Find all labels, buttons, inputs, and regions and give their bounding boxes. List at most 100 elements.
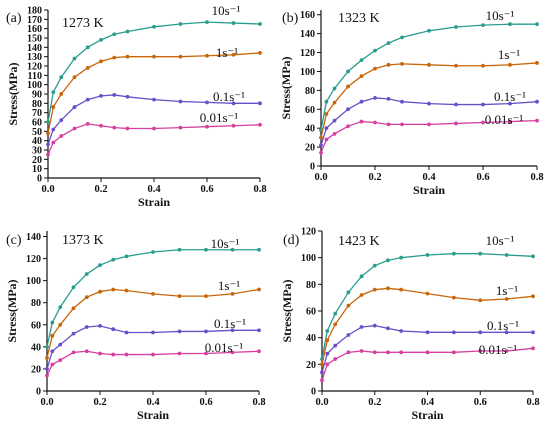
data-point (481, 63, 485, 68)
y-tick-label: 140 (26, 232, 41, 243)
data-point (84, 325, 89, 329)
y-tick-label: 70 (32, 108, 42, 119)
data-point (257, 287, 261, 292)
y-tick-label: 60 (32, 118, 42, 129)
data-point (400, 61, 404, 66)
data-point (478, 349, 483, 353)
data-point (425, 291, 430, 296)
y-tick-label: 120 (27, 62, 42, 73)
data-point (58, 322, 63, 327)
data-point (152, 126, 156, 131)
series-label: 0.01s⁻¹ (479, 342, 518, 357)
y-tick-label: 20 (32, 155, 42, 166)
y-tick-label: 110 (28, 71, 42, 82)
data-point (111, 352, 116, 357)
data-point (99, 37, 103, 42)
y-tick-label: 100 (27, 80, 42, 91)
data-point (59, 134, 64, 138)
data-point (372, 323, 377, 328)
data-point (359, 74, 364, 79)
data-point (46, 120, 50, 124)
data-point (177, 294, 182, 299)
data-point (451, 251, 456, 256)
data-point (373, 96, 377, 100)
data-point (178, 99, 183, 104)
data-point (45, 373, 49, 378)
y-axis-label: Stress(MPa) (279, 56, 293, 119)
data-point (152, 24, 156, 29)
x-tick-label: 0.8 (530, 172, 543, 183)
data-point (386, 41, 391, 45)
data-point (319, 150, 323, 155)
series-label: 1s⁻¹ (218, 278, 240, 293)
data-point (98, 323, 102, 328)
data-point (359, 325, 364, 329)
x-tick-label: 0.2 (94, 184, 107, 195)
data-point (45, 355, 49, 360)
x-tick-label: 0.6 (199, 397, 212, 408)
data-point (346, 303, 351, 308)
data-point (151, 250, 155, 254)
data-point (454, 25, 458, 29)
data-point (508, 62, 512, 67)
data-point (111, 257, 116, 262)
data-point (205, 100, 209, 105)
data-point (373, 66, 377, 71)
data-point (399, 287, 404, 292)
data-point (346, 84, 350, 89)
data-point (151, 330, 155, 335)
data-point (59, 118, 64, 123)
data-point (531, 330, 535, 335)
data-point (178, 125, 183, 130)
data-point (320, 378, 324, 383)
y-tick-label: 140 (27, 43, 42, 54)
data-point (333, 357, 338, 361)
data-point (346, 333, 351, 337)
data-point (332, 86, 337, 91)
data-point (399, 255, 404, 260)
data-point (324, 137, 329, 142)
data-point (332, 118, 337, 123)
data-point (230, 350, 235, 355)
x-axis-label: Strain (411, 408, 443, 422)
data-point (481, 102, 485, 107)
data-point (151, 291, 155, 296)
y-tick-label: 0 (36, 387, 41, 398)
y-tick-label: 180 (27, 6, 42, 17)
data-point (71, 285, 76, 290)
data-point (333, 343, 338, 348)
data-point (324, 99, 329, 104)
data-point (99, 123, 103, 128)
data-point (325, 338, 330, 343)
data-point (454, 63, 458, 68)
data-point (84, 349, 89, 354)
panel-label: (c) (6, 233, 22, 248)
data-point (111, 287, 116, 292)
data-point (58, 342, 63, 347)
data-point (231, 52, 236, 57)
data-point (230, 291, 235, 296)
data-point (45, 367, 49, 371)
data-point (478, 298, 483, 303)
y-tick-label: 20 (305, 143, 315, 154)
series-label: 0.01s⁻¹ (485, 112, 524, 127)
y-tick-label: 20 (31, 364, 41, 375)
series-label: 1s⁻¹ (496, 283, 518, 298)
series-label: 1s⁻¹ (216, 45, 238, 60)
data-point (58, 358, 63, 363)
x-tick-label: 0.0 (315, 397, 328, 408)
data-point (125, 29, 130, 34)
data-point (481, 23, 485, 28)
y-tick-label: 80 (306, 280, 316, 291)
data-point (112, 55, 117, 60)
panel-label: (d) (283, 233, 300, 248)
data-point (72, 105, 77, 109)
data-point (427, 101, 431, 106)
chart-panel-4: 0.0 0.2 0.4 0.6 0.8 0 20 40 60 80 100 120 Strain Stre… (280, 227, 540, 423)
temperature-label: 1423 K (338, 234, 380, 249)
data-point (99, 59, 103, 64)
data-point (125, 126, 130, 131)
data-point (346, 69, 350, 74)
y-tick-label: 0 (310, 162, 315, 173)
data-point (231, 21, 236, 25)
